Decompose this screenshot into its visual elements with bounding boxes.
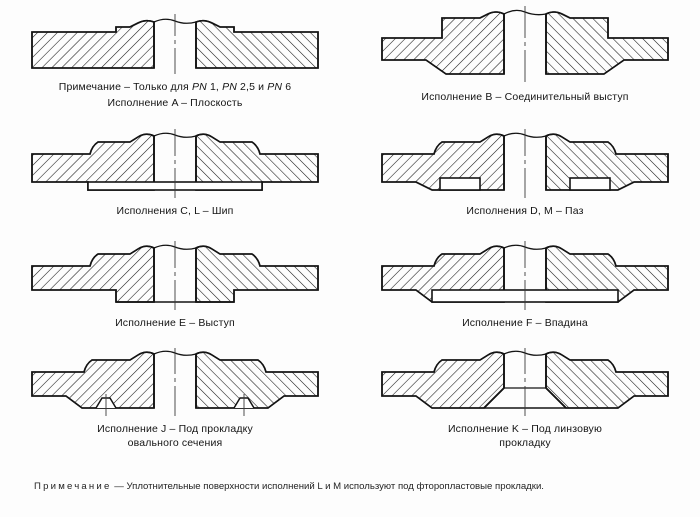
figure-cell-dm: Исполнения D, M – Паз <box>350 128 700 218</box>
figure-caption-cl: Исполнения C, L – Шип <box>116 205 234 217</box>
figure-caption-b: Исполнение B – Соединительный выступ <box>421 91 629 103</box>
flange-diagram-dm <box>381 129 669 198</box>
figure-caption-k-line1: Исполнение K – Под линзовую <box>447 423 602 435</box>
footnote-dash: — <box>111 481 127 492</box>
flange-diagram-j <box>31 348 319 416</box>
flange-diagram-f <box>381 241 669 310</box>
flange-body-right-a <box>195 19 319 69</box>
figure-cell-f: Исполнение F – Впадина <box>350 240 700 330</box>
flange-diagram-e <box>31 241 319 310</box>
pn-value-a3: 6 <box>285 81 292 93</box>
figure-cell-a: Примечание – Только для PN 1, PN 2,5 и P… <box>0 10 350 110</box>
pn-value-a1: 1, <box>209 81 223 93</box>
figure-caption-f: Исполнение F – Впадина <box>462 317 588 329</box>
flange-diagram-k <box>381 348 669 416</box>
flange-body-right-e <box>195 245 319 303</box>
sheet-footnote: Примечание — Уплотнительные поверхности … <box>34 480 670 495</box>
figure-grid: Примечание – Только для PN 1, PN 2,5 и P… <box>0 4 700 450</box>
figure-caption-a: Исполнение A – Плоскость <box>107 97 243 109</box>
figure-caption-j-line2: овального сечения <box>127 437 223 449</box>
flange-diagram-a <box>31 14 319 74</box>
flange-diagram-b <box>381 6 669 82</box>
pn-symbol-a3: PN <box>267 81 283 93</box>
flange-body-right-b <box>545 11 669 75</box>
figure-cell-e: Исполнение E – Выступ <box>0 240 350 330</box>
figure-cell-b: Исполнение B – Соединительный выступ <box>350 4 700 104</box>
footnote-lead: Примечание <box>34 481 112 492</box>
figure-caption-k-line2: прокладку <box>499 437 551 449</box>
pn-symbol-a2: PN <box>222 81 237 93</box>
lens-cone-right-k <box>545 387 567 409</box>
flange-body-left-b <box>381 11 505 75</box>
figure-cell-k: Исполнение K – Под линзовую прокладку <box>350 348 700 450</box>
footnote-text: Уплотнительные поверхности исполнений L … <box>126 481 544 492</box>
figure-caption-j-line1: Исполнение J – Под прокладку <box>97 423 253 435</box>
lens-cone-left-k <box>483 387 505 409</box>
pn-value-a2: 2,5 и <box>240 81 268 93</box>
figure-caption-dm: Исполнения D, M – Паз <box>466 205 584 217</box>
flange-body-left-e <box>31 245 155 303</box>
figure-cell-cl: Исполнения C, L – Шип <box>0 128 350 218</box>
flange-body-left-a <box>31 19 155 69</box>
pn-symbol-a1: PN <box>191 81 207 93</box>
figure-note-a: Примечание – Только для PN 1, PN 2,5 и P… <box>0 80 350 94</box>
groove-axis-j <box>105 394 245 416</box>
note-prefix-a: Примечание – Только для <box>58 81 192 93</box>
figure-caption-e: Исполнение E – Выступ <box>115 317 235 329</box>
groove-recess-right-dm <box>569 177 611 191</box>
flange-diagram-cl <box>31 129 319 198</box>
figure-cell-j: Исполнение J – Под прокладку овального с… <box>0 348 350 450</box>
groove-recess-left-dm <box>439 177 481 191</box>
